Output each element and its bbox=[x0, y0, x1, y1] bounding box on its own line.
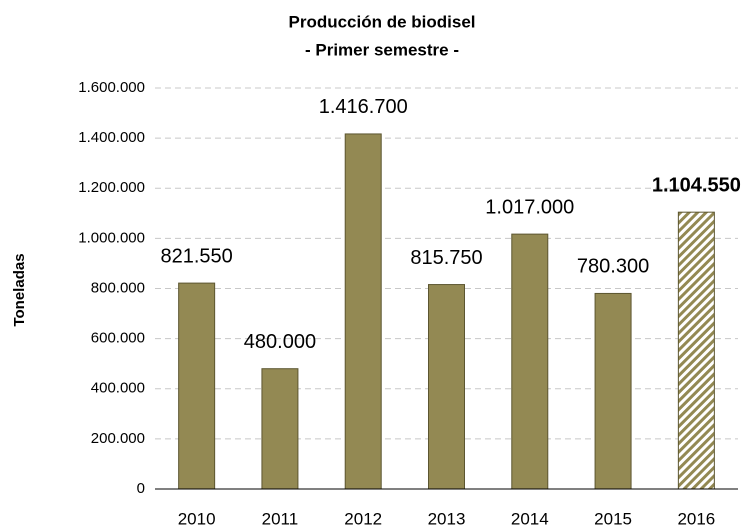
x-tick-label: 2016 bbox=[677, 509, 715, 528]
x-tick-label: 2015 bbox=[594, 509, 632, 528]
bar bbox=[344, 133, 382, 490]
x-tick-label: 2013 bbox=[428, 509, 466, 528]
value-label: 1.104.550 bbox=[652, 174, 741, 196]
bar bbox=[511, 233, 549, 490]
chart-title: Producción de biodisel bbox=[288, 12, 475, 31]
y-tick-label: 1.000.000 bbox=[78, 229, 145, 246]
y-tick-label: 400.000 bbox=[91, 380, 145, 397]
x-tick-label: 2014 bbox=[511, 509, 549, 528]
y-tick-label: 1.600.000 bbox=[78, 79, 145, 96]
value-label: 1.017.000 bbox=[485, 196, 574, 218]
bar bbox=[428, 284, 465, 490]
x-tick-label: 2012 bbox=[344, 509, 382, 528]
bar bbox=[677, 211, 715, 490]
y-tick-label: 0 bbox=[137, 480, 145, 497]
y-tick-label: 800.000 bbox=[91, 279, 145, 296]
value-label: 1.416.700 bbox=[319, 96, 408, 118]
value-label: 815.750 bbox=[410, 247, 482, 269]
y-axis-label: Toneladas bbox=[11, 253, 28, 326]
y-tick-label: 1.400.000 bbox=[78, 129, 145, 146]
value-label: 780.300 bbox=[577, 256, 649, 278]
bar bbox=[261, 368, 299, 490]
x-tick-label: 2010 bbox=[178, 509, 216, 528]
y-tick-label: 600.000 bbox=[91, 330, 145, 347]
chart-subtitle: - Primer semestre - bbox=[305, 40, 459, 59]
y-tick-label: 200.000 bbox=[91, 430, 145, 447]
value-label: 480.000 bbox=[244, 331, 316, 353]
y-tick-label: 1.200.000 bbox=[78, 179, 145, 196]
x-tick-label: 2011 bbox=[262, 509, 299, 528]
value-label: 821.550 bbox=[160, 245, 232, 267]
bar bbox=[594, 292, 632, 490]
bar bbox=[178, 282, 216, 490]
